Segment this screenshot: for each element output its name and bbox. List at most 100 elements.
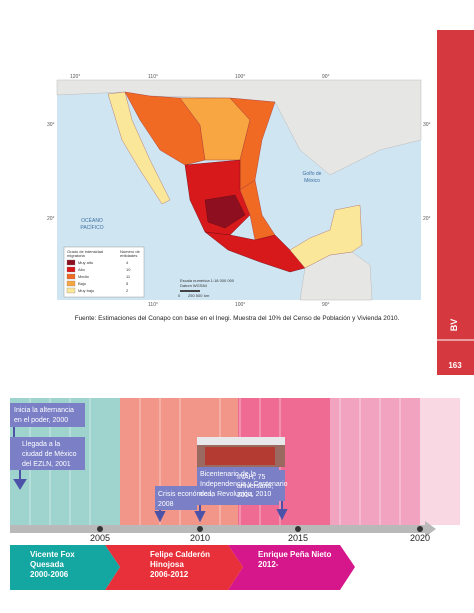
event-text: 2014 (237, 492, 253, 499)
lon-label: 120° (70, 74, 80, 80)
lon-label: 110° (148, 302, 158, 308)
event-text: Independencia y Centenario (200, 481, 288, 488)
ocean-label: OCÉANO (81, 217, 103, 224)
event-text: 2008 (158, 501, 174, 508)
legend-count: 5 (126, 281, 129, 286)
event-text: Inicia la alternancia (14, 407, 74, 414)
lat-label: 30° (47, 122, 55, 128)
scale-bar (180, 290, 200, 292)
event-text: de la Revolución, 2010 (200, 491, 271, 498)
scale-text: km (204, 293, 210, 298)
tab-number-bg (437, 355, 474, 375)
lon-label: 110° (148, 74, 158, 80)
president-text: 2000-2006 (30, 570, 69, 579)
legend-label: Alto (78, 267, 86, 272)
president-text: Hinojosa (150, 560, 184, 569)
baja (107, 91, 171, 205)
band (330, 398, 420, 525)
president-arrow (228, 545, 355, 590)
president-text: Felipe Calderón (150, 550, 210, 559)
event-box (233, 470, 285, 501)
legend-label: Muy alto (78, 260, 94, 265)
legend-title: migratoria (67, 253, 86, 258)
lon-label: 100° (235, 302, 245, 308)
event-text: Crisis económica, (158, 491, 213, 498)
axis-bar (10, 525, 425, 533)
legend: Grado de intensidad migratoria Número de… (63, 246, 145, 298)
event-photo-building (205, 447, 275, 465)
event-photo-sky (197, 437, 285, 445)
event-box (10, 437, 85, 470)
event-arrow (13, 470, 27, 490)
axis-arrow (425, 521, 436, 537)
event-box (155, 486, 197, 510)
event-text: Bicentenario de la (200, 471, 256, 478)
gulf-label: Golfo de (303, 171, 322, 177)
legend-count: 2 (126, 288, 129, 293)
president-text: Enrique Peña Nieto (258, 550, 331, 559)
legend-swatch (66, 280, 76, 287)
event-text: del EZLN, 2001 (22, 461, 71, 468)
map: 120° 110° 100° 90° 110° 100° 90° 30° 20°… (47, 74, 431, 308)
legend-box (63, 246, 145, 298)
tab-label: BV (449, 319, 459, 332)
ocean-label: PACÍFICO (80, 224, 103, 231)
axis-dot (417, 526, 423, 532)
event-text: INAH, 75 (237, 474, 266, 481)
lon-label: 90° (322, 302, 330, 308)
axis-dot (197, 526, 203, 532)
event-arrow (154, 510, 166, 523)
scale-text: 250 500 (188, 293, 203, 298)
event-arrow (194, 505, 206, 523)
year-label: 2020 (410, 533, 430, 543)
legend-swatch (66, 287, 76, 294)
event-arrow (276, 501, 288, 521)
lat-label: 30° (423, 122, 431, 128)
president-text: Quesada (30, 560, 64, 569)
page-number-text: 163 (448, 361, 462, 370)
legend-title: Grado de intensidad (67, 249, 103, 254)
legend-label: Muy bajo (78, 288, 95, 293)
president-text: Vicente Fox (30, 550, 75, 559)
event-box (10, 403, 85, 427)
band (420, 398, 460, 525)
president-text: 2012- (258, 560, 279, 569)
scale-text: Escala numérica 1:18 000 000 (180, 278, 235, 283)
legend-label: Bajo (78, 281, 87, 286)
lon-label: 100° (235, 74, 245, 80)
gulf-label: México (304, 178, 320, 184)
region-core (204, 194, 246, 229)
legend-count: 4 (126, 260, 129, 265)
lat-label: 20° (47, 216, 55, 222)
legend-count-title: entidades (120, 253, 137, 258)
axis-dot (97, 526, 103, 532)
lon-label: 90° (322, 74, 330, 80)
legend-swatch (66, 266, 76, 273)
scale-text: Datum WGS84 (180, 283, 208, 288)
legend-count: 11 (126, 274, 131, 279)
map-caption: Fuente: Estimaciones del Conapo con base… (75, 315, 400, 322)
yucatan (289, 204, 363, 269)
legend-swatch (66, 273, 76, 280)
axis-dot (295, 526, 301, 532)
usa (56, 79, 422, 176)
legend-label: Medio (78, 274, 90, 279)
legend-swatch (66, 259, 76, 266)
legend-count-title: Número de (120, 249, 141, 254)
legend-count: 10 (126, 267, 131, 272)
year-label: 2005 (90, 533, 110, 543)
president-arrow (105, 545, 243, 590)
event-text: ciudad de México (22, 451, 77, 458)
lat-label: 20° (423, 216, 431, 222)
scale-text: 0 (178, 293, 181, 298)
side-tab (437, 30, 474, 355)
event-text: aniversario, (237, 483, 273, 490)
timeline: 2005 2010 2015 2020 Inicia la alternanci… (10, 398, 460, 590)
year-label: 2015 (288, 533, 308, 543)
year-label: 2010 (190, 533, 210, 543)
event-text: Llegada a la (22, 441, 60, 448)
president-text: 2006-2012 (150, 570, 189, 579)
president-arrow (10, 545, 120, 590)
event-text: en el poder, 2000 (14, 417, 68, 424)
